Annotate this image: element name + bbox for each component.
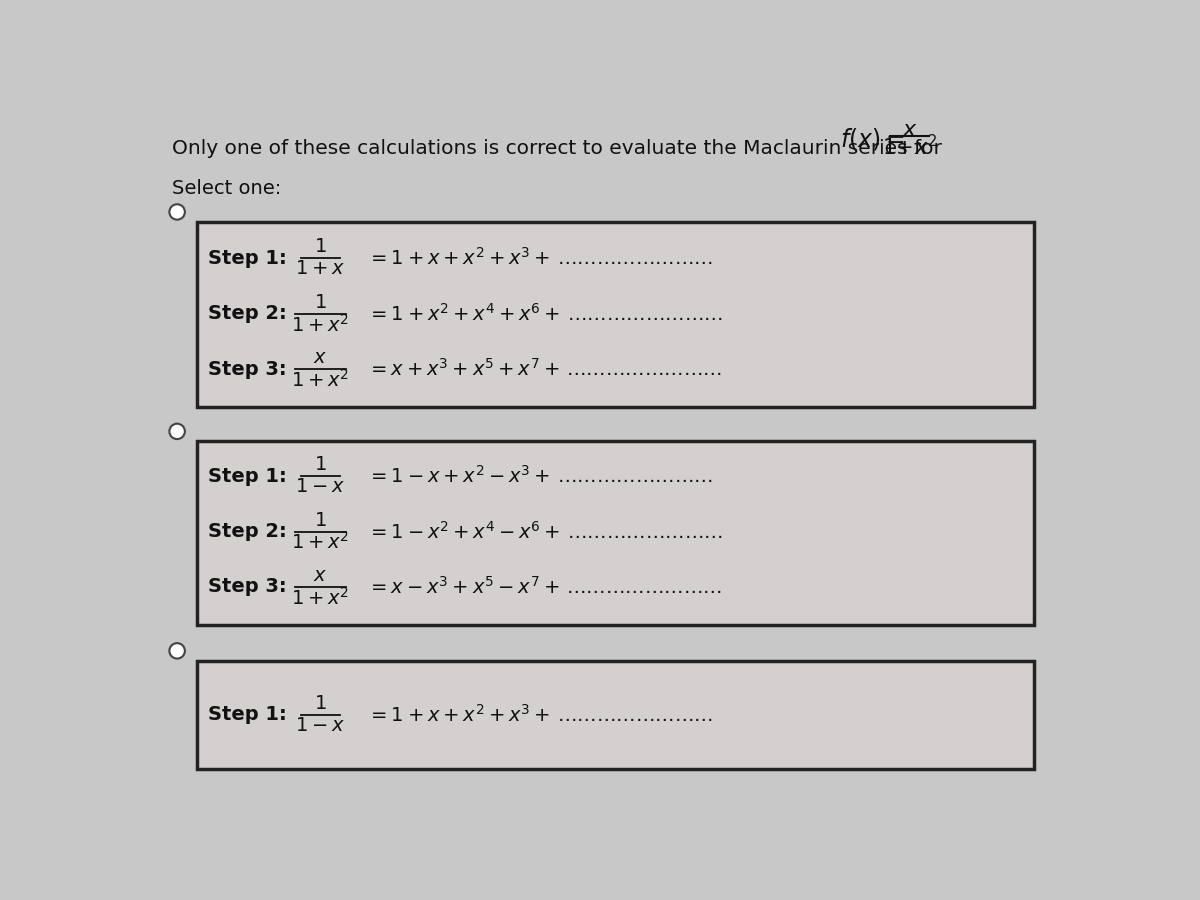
Text: $1$: $1$	[314, 238, 326, 256]
Text: $\mathit{f(x)}=$: $\mathit{f(x)}=$	[840, 126, 905, 152]
Circle shape	[169, 204, 185, 220]
Text: $= 1-x^2+x^4-x^6+\,\ldots\ldots\ldots\ldots\ldots\ldots\ldots\ldots$: $= 1-x^2+x^4-x^6+\,\ldots\ldots\ldots\ld…	[367, 520, 724, 543]
Text: $= 1+x^2+x^4+x^6+\,\ldots\ldots\ldots\ldots\ldots\ldots\ldots\ldots$: $= 1+x^2+x^4+x^6+\,\ldots\ldots\ldots\ld…	[367, 302, 724, 325]
Text: $1\!+\!x^2$: $1\!+\!x^2$	[882, 134, 937, 159]
Text: $1+x$: $1+x$	[295, 260, 346, 278]
Text: $1$: $1$	[314, 512, 326, 530]
Text: Step 3:: Step 3:	[208, 359, 287, 379]
Text: Step 2:: Step 2:	[208, 522, 287, 541]
Text: $= 1+x+x^2+x^3+\,\ldots\ldots\ldots\ldots\ldots\ldots\ldots\ldots$: $= 1+x+x^2+x^3+\,\ldots\ldots\ldots\ldot…	[367, 248, 713, 269]
Text: $= x+x^3+x^5+x^7+\,\ldots\ldots\ldots\ldots\ldots\ldots\ldots\ldots$: $= x+x^3+x^5+x^7+\,\ldots\ldots\ldots\ld…	[367, 358, 722, 380]
Text: $x$: $x$	[901, 119, 918, 140]
Circle shape	[169, 424, 185, 439]
Text: $= x-x^3+x^5-x^7+\,\ldots\ldots\ldots\ldots\ldots\ldots\ldots\ldots$: $= x-x^3+x^5-x^7+\,\ldots\ldots\ldots\ld…	[367, 576, 722, 598]
FancyBboxPatch shape	[197, 441, 1033, 626]
Text: Step 1:: Step 1:	[208, 706, 287, 724]
Text: $1+x^2$: $1+x^2$	[292, 313, 349, 336]
Text: $x$: $x$	[313, 567, 328, 585]
Text: $1+x^2$: $1+x^2$	[292, 587, 349, 608]
Text: Step 1:: Step 1:	[208, 248, 287, 267]
Text: $= 1-x+x^2-x^3+\,\ldots\ldots\ldots\ldots\ldots\ldots\ldots\ldots$: $= 1-x+x^2-x^3+\,\ldots\ldots\ldots\ldot…	[367, 465, 713, 487]
Text: Select one:: Select one:	[172, 179, 281, 198]
Text: $x$: $x$	[313, 349, 328, 367]
Text: Step 3:: Step 3:	[208, 578, 287, 597]
Text: $1+x^2$: $1+x^2$	[292, 531, 349, 554]
Text: Step 1:: Step 1:	[208, 466, 287, 486]
Text: $1-x$: $1-x$	[295, 478, 346, 496]
Text: $1+x^2$: $1+x^2$	[292, 369, 349, 391]
FancyBboxPatch shape	[197, 222, 1033, 407]
FancyBboxPatch shape	[197, 661, 1033, 769]
Text: $= 1+x+x^2+x^3+\,\ldots\ldots\ldots\ldots\ldots\ldots\ldots\ldots$: $= 1+x+x^2+x^3+\,\ldots\ldots\ldots\ldot…	[367, 704, 713, 725]
Text: Only one of these calculations is correct to evaluate the Maclaurin series for: Only one of these calculations is correc…	[172, 139, 942, 158]
Text: $1$: $1$	[314, 456, 326, 474]
Text: $1$: $1$	[314, 695, 326, 713]
Text: $1$: $1$	[314, 293, 326, 311]
Text: Step 2:: Step 2:	[208, 304, 287, 323]
Circle shape	[169, 644, 185, 659]
Text: $1-x$: $1-x$	[295, 716, 346, 734]
